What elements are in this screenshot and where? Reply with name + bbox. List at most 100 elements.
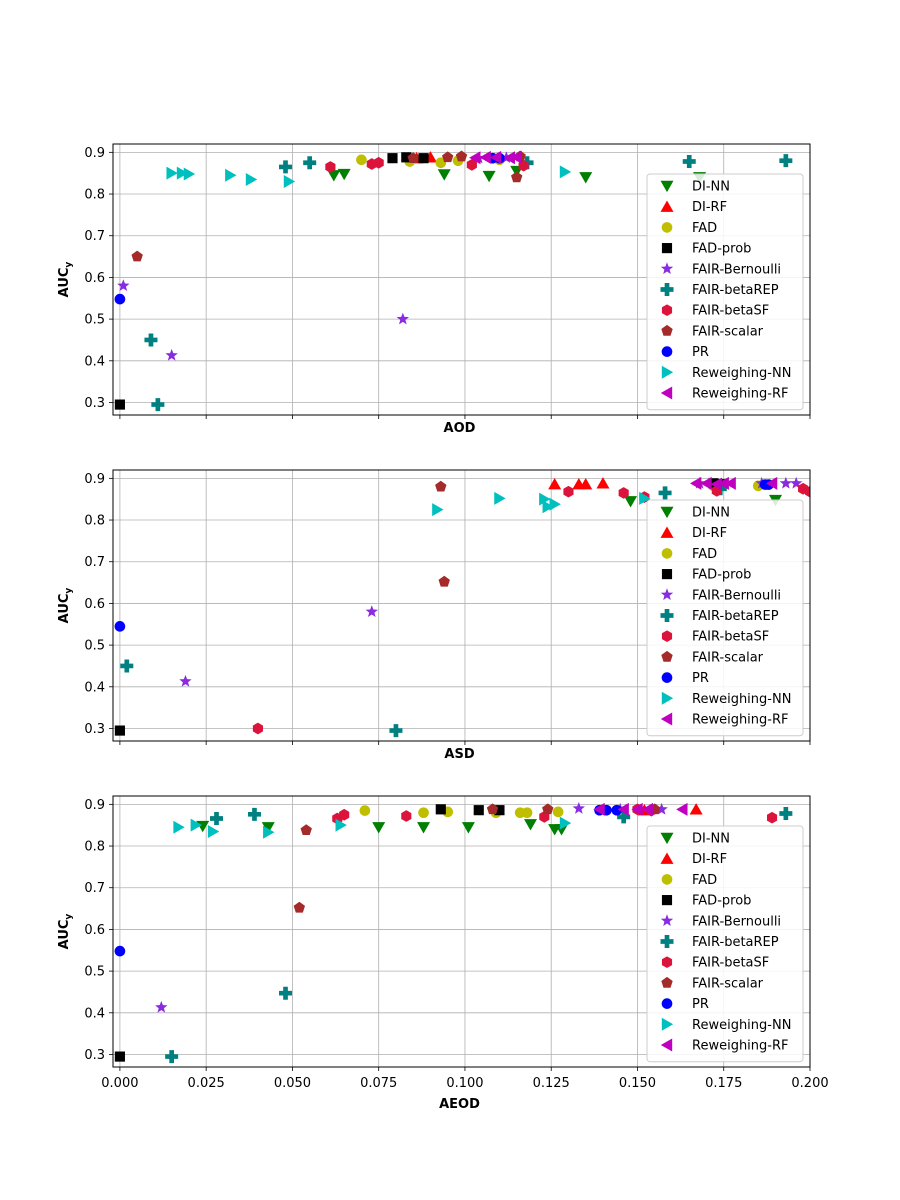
legend-label-reweighing-nn: Reweighing-NN (692, 1018, 791, 1033)
legend-marker-fair-betarep (660, 283, 674, 296)
point-reweighing-nn (173, 820, 185, 834)
point-fair-bernoulli (572, 802, 585, 814)
point-reweighing-nn (190, 818, 202, 832)
point-fad-prob (114, 1051, 125, 1062)
data-points (114, 150, 793, 412)
legend-marker-fair-betasf (661, 630, 673, 643)
legend-marker-reweighing-rf (660, 1038, 673, 1052)
point-reweighing-nn (225, 168, 237, 182)
point-reweighing-rf (489, 150, 502, 164)
point-fair-betarep (779, 154, 793, 168)
legend-marker-pr (661, 672, 673, 683)
legend-marker-fair-bernoulli (660, 914, 674, 927)
y-tick-label: 0.9 (84, 472, 105, 487)
legend-marker-reweighing-rf (660, 712, 673, 726)
x-axis-label: AEOD (439, 1097, 480, 1112)
y-tick-label: 0.9 (84, 146, 105, 161)
point-reweighing-rf (724, 476, 736, 490)
point-di-rf (596, 477, 610, 489)
point-di-nn (337, 168, 351, 181)
legend-label-pr: PR (692, 997, 709, 1012)
legend-marker-fad-prob (661, 569, 673, 580)
point-fad (418, 807, 429, 819)
panel-asd: 0.3 0.4 0.5 0.6 0.7 0.8 0.9 ASD AUCy DI-NN DI-RF FA… (57, 469, 811, 762)
legend-label-fair-bernoulli: FAIR-Bernoulli (692, 262, 781, 277)
legend-label-fad: FAD (692, 221, 717, 236)
point-reweighing-rf (676, 802, 688, 816)
point-fair-bernoulli (655, 802, 668, 815)
point-di-nn (372, 822, 386, 834)
legend-label-di-nn: DI-NN (692, 506, 730, 521)
point-di-rf (689, 803, 703, 815)
legend-marker-di-nn (660, 832, 674, 845)
point-pr (114, 293, 126, 305)
point-reweighing-rf (617, 802, 629, 816)
point-fair-betarep (779, 807, 793, 821)
legend-marker-di-rf (660, 526, 674, 538)
x-tick-label: 0.100 (446, 1076, 483, 1091)
point-fair-betarep (389, 724, 403, 738)
point-reweighing-nn (283, 175, 296, 189)
point-fair-betarep (165, 1050, 179, 1064)
legend-label-pr: PR (692, 345, 709, 360)
point-fair-scalar (486, 803, 499, 815)
y-tick-label: 0.6 (84, 271, 105, 286)
point-reweighing-rf (503, 151, 516, 165)
point-fair-betasf (618, 487, 629, 499)
legend-label-fair-scalar: FAIR-scalar (692, 976, 764, 991)
legend-marker-di-rf (660, 852, 674, 864)
point-fair-betarep (303, 156, 317, 170)
point-reweighing-nn (639, 491, 651, 505)
legend-label-fair-betarep: FAIR-betaREP (692, 935, 779, 950)
y-axis-label: AUCy (57, 914, 74, 950)
point-fair-betarep (279, 160, 293, 174)
legend-label-fair-betasf: FAIR-betaSF (692, 304, 769, 319)
point-fair-betasf (401, 810, 412, 822)
y-tick-label: 0.3 (84, 1048, 105, 1063)
legend-label-fad-prob: FAD-prob (692, 568, 751, 583)
legend-marker-reweighing-rf (660, 386, 673, 400)
point-reweighing-rf (689, 476, 702, 490)
point-reweighing-nn (166, 166, 178, 180)
point-reweighing-nn (183, 167, 196, 181)
point-reweighing-nn (494, 491, 506, 505)
y-tick-label: 0.4 (84, 680, 105, 695)
legend-marker-fair-betarep (660, 935, 674, 948)
point-fair-scalar (442, 151, 454, 163)
point-reweighing-rf (717, 476, 729, 490)
legend-marker-pr (661, 998, 673, 1009)
point-di-nn (417, 822, 431, 834)
legend-marker-fair-betarep (660, 609, 674, 622)
legend-label-pr: PR (692, 671, 709, 686)
point-fair-betarep (210, 812, 224, 826)
point-reweighing-rf (479, 150, 491, 164)
y-tick-label: 0.9 (84, 798, 105, 813)
legend-label-fad: FAD (692, 547, 717, 562)
legend-marker-reweighing-nn (661, 691, 674, 705)
point-fair-betasf (804, 485, 810, 498)
x-tick-label: 0.125 (533, 1076, 570, 1091)
legend-marker-fair-scalar (661, 650, 673, 662)
y-tick-label: 0.8 (84, 840, 105, 855)
point-fair-betasf (563, 485, 574, 498)
point-fad (552, 806, 564, 818)
legend-label-di-rf: DI-RF (692, 852, 727, 867)
point-fad-prob (114, 725, 125, 736)
point-fad-prob (401, 152, 412, 163)
point-reweighing-rf (700, 476, 712, 490)
legend-marker-fad (661, 874, 673, 885)
legend-label-fair-bernoulli: FAIR-Bernoulli (692, 588, 781, 603)
legend-marker-fair-betasf (661, 956, 673, 969)
point-fair-betarep (617, 810, 631, 824)
x-tick-label: 0.175 (705, 1076, 742, 1091)
point-fad-prob (494, 805, 505, 816)
point-fad-prob (473, 805, 484, 816)
point-reweighing-nn (542, 500, 554, 514)
point-fad-prob (114, 399, 125, 410)
point-fair-scalar (511, 171, 523, 183)
plot-frame (112, 143, 811, 416)
point-fad-prob (435, 804, 446, 815)
legend-label-fair-betarep: FAIR-betaREP (692, 609, 779, 624)
point-di-nn (482, 170, 496, 183)
